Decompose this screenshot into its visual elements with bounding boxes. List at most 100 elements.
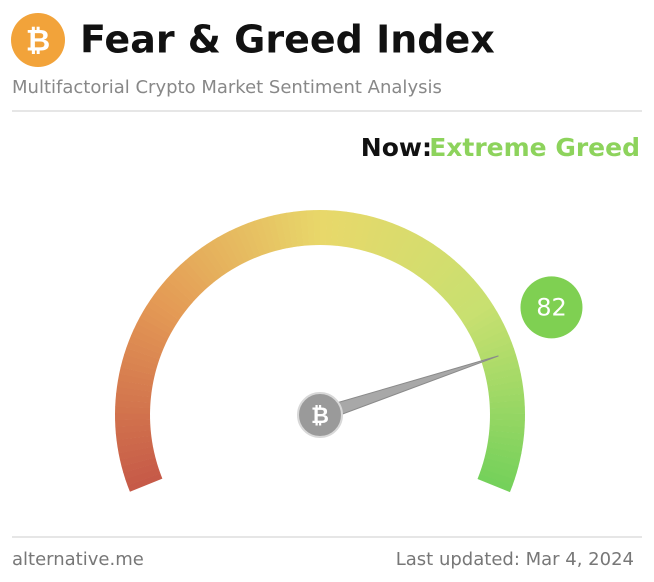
gauge-arc <box>170 269 201 299</box>
gauge-arc <box>115 413 151 421</box>
gauge-arc <box>484 452 521 467</box>
gauge-arc <box>115 393 151 403</box>
gauge-arc <box>435 264 465 295</box>
gauge-arc <box>116 380 153 392</box>
gauge-arc <box>150 294 183 320</box>
gauge-arc <box>254 218 272 254</box>
gauge-arc <box>487 380 524 393</box>
gauge-arc <box>399 233 423 268</box>
now-label: Now: <box>361 133 432 162</box>
gauge-arc <box>117 373 154 387</box>
gauge-arc <box>342 211 354 248</box>
gauge-arc <box>190 251 218 284</box>
gauge-arc <box>489 424 525 434</box>
gauge-arc <box>466 311 501 335</box>
gauge-arc <box>418 248 445 280</box>
gauge-arc <box>267 215 282 251</box>
gauge-arc <box>482 354 518 371</box>
gauge-arc <box>483 457 519 474</box>
gauge-arc <box>162 279 193 307</box>
gauge-arc <box>447 279 479 307</box>
gauge-arc <box>336 210 347 247</box>
gauge-arc <box>384 225 405 261</box>
gauge-arc <box>477 473 513 493</box>
gauge-arc <box>241 222 261 258</box>
gauge-arc <box>488 386 524 398</box>
gauge-arc <box>206 240 231 274</box>
gauge-arc <box>125 468 161 486</box>
gauge-arc <box>463 305 498 330</box>
gauge-arc <box>394 230 417 266</box>
gauge-arc <box>478 341 514 360</box>
gauge-arc <box>286 211 299 248</box>
gauge-arc <box>313 210 321 246</box>
gauge-arc <box>195 247 222 280</box>
gauge-arc <box>306 210 315 246</box>
gauge-arc <box>133 323 169 345</box>
gauge-arc <box>489 406 525 415</box>
gauge-arc <box>175 264 205 295</box>
gauge-arc <box>431 260 460 291</box>
gauge-arc <box>363 216 380 253</box>
logo <box>11 13 65 67</box>
source: alternative.me <box>12 549 144 570</box>
gauge-arc <box>180 260 209 291</box>
gauge-arc <box>489 413 525 421</box>
gauge-arc <box>153 289 186 316</box>
gauge-arc <box>117 441 154 454</box>
gauge-arc <box>116 435 153 447</box>
classification: Extreme Greed <box>429 133 640 162</box>
gauge-arc <box>223 230 246 265</box>
gauge-arc <box>474 329 510 350</box>
gauge-arc <box>472 323 507 345</box>
gauge-arc <box>379 223 399 258</box>
chart-title: Fear & Greed Index <box>80 18 495 62</box>
last-updated: Last updated: Mar 4, 2024 <box>396 549 634 570</box>
needle <box>317 355 499 423</box>
gauge-arc <box>457 294 491 321</box>
gauge-arc <box>121 457 157 473</box>
gauge-arc <box>489 393 525 404</box>
gauge-arc <box>480 348 516 365</box>
gauge-arc <box>119 452 156 467</box>
gauge-arc <box>212 237 236 271</box>
gauge-arc <box>136 317 171 340</box>
gauge-arc <box>486 441 523 454</box>
gauge-arc <box>427 256 455 288</box>
gauge-arc <box>131 329 166 350</box>
gauge-arc <box>120 360 157 376</box>
gauge-arc <box>217 233 241 268</box>
needle-hub <box>297 392 343 438</box>
gauge-arc <box>273 213 288 250</box>
gauge-arc <box>369 218 386 255</box>
gauge-arc <box>260 216 277 253</box>
gauge-arc <box>481 462 517 480</box>
gauge-arc <box>358 215 374 251</box>
gauge-arc <box>320 210 328 246</box>
value-label: 82 <box>536 293 567 321</box>
gauge-arc <box>489 400 525 409</box>
gauge-arc <box>479 468 515 486</box>
gauge-arc <box>139 311 174 335</box>
gauge-arc <box>122 354 158 371</box>
subtitle: Multifactorial Crypto Market Sentiment A… <box>12 77 442 98</box>
gauge-arc <box>469 317 504 340</box>
gauge-arc <box>235 225 256 261</box>
gauge-arc <box>485 367 521 382</box>
gauge-arc <box>127 473 163 492</box>
gauge-arc <box>423 252 450 284</box>
gauge-arc <box>128 335 164 355</box>
gauge-arc <box>166 274 197 303</box>
gauge-arc <box>488 430 525 441</box>
gauge-arc <box>248 220 266 256</box>
gauge-arc <box>142 305 177 330</box>
gauge-arc <box>409 240 434 274</box>
gauge-arc <box>115 406 151 414</box>
gauge-arc <box>487 435 524 448</box>
gauge-arc <box>443 274 474 303</box>
gauge-arc <box>115 424 151 434</box>
gauge-arc <box>404 237 429 271</box>
gauge-arc <box>485 446 522 461</box>
